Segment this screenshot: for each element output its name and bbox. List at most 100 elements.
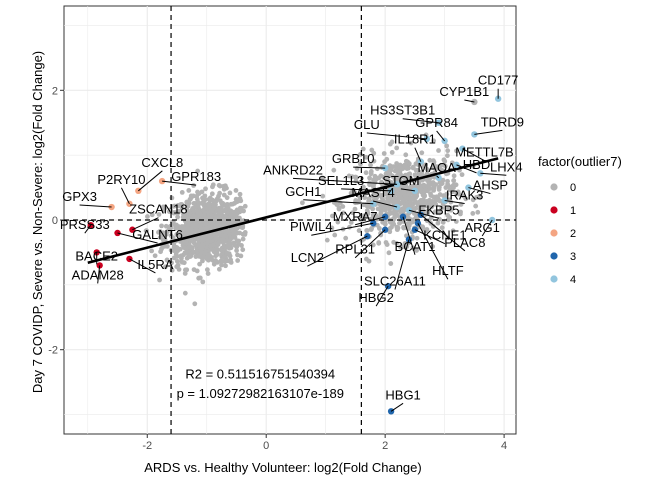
- point-group-0: [164, 243, 170, 249]
- regression-line: [87, 157, 499, 265]
- point-group-0: [193, 254, 199, 259]
- point-group-0: [366, 258, 372, 264]
- point-group-0: [397, 220, 402, 226]
- point-kcne1: [411, 226, 419, 233]
- point-group-0: [405, 221, 411, 226]
- point-group-0: [387, 163, 393, 169]
- label-arg1: ARG1: [465, 220, 500, 235]
- label-leader: [354, 229, 386, 259]
- point-group-0: [361, 184, 366, 190]
- label-leader: [464, 99, 475, 103]
- point-group-0: [415, 167, 421, 173]
- point-group-0: [164, 257, 170, 263]
- point-group-0: [240, 247, 246, 253]
- point-group-0: [156, 212, 162, 217]
- point-group-0: [222, 208, 228, 213]
- point-group-0: [240, 236, 246, 242]
- x-axis-title: ARDS vs. Healthy Volunteer: log2(Fold Ch…: [144, 460, 421, 475]
- point-group-0: [412, 172, 418, 178]
- point-group-0: [387, 226, 393, 231]
- point-group-0: [194, 268, 200, 274]
- point-group-0: [219, 200, 224, 206]
- point-group-0: [171, 210, 177, 216]
- point-group-0: [160, 204, 166, 210]
- label-lcn2: LCN2: [291, 250, 324, 265]
- point-group-0: [431, 188, 437, 193]
- point-group-0: [211, 205, 217, 211]
- label-leader: [341, 188, 392, 192]
- point-group-0: [360, 146, 366, 152]
- x-tick-label: 4: [501, 440, 507, 452]
- point-group-0: [386, 196, 391, 202]
- point-group-0: [182, 213, 188, 219]
- point-group-0: [213, 199, 219, 205]
- point-group-0: [235, 252, 240, 258]
- point-group-0: [205, 225, 211, 231]
- point-group-0: [402, 162, 408, 168]
- point-group-0: [162, 264, 168, 270]
- label-cyp1b1: CYP1B1: [439, 84, 489, 99]
- label-leader: [138, 170, 163, 192]
- label-hltf: HLTF: [432, 263, 464, 278]
- point-group-0: [210, 219, 216, 225]
- point-group-0: [350, 210, 356, 216]
- point-group-0: [395, 169, 400, 175]
- label-leader: [408, 209, 440, 219]
- point-group-0: [396, 199, 402, 205]
- point-group-0: [418, 169, 424, 175]
- label-clu: CLU: [354, 117, 380, 132]
- point-group-0: [377, 193, 383, 198]
- label-leader: [129, 258, 156, 274]
- point-group-0: [190, 193, 195, 199]
- point-group-0: [445, 148, 451, 154]
- label-leader: [117, 232, 158, 244]
- label-hbd: HBD: [463, 157, 490, 172]
- point-group-0: [203, 219, 209, 225]
- point-group-0: [362, 195, 368, 201]
- label-leader: [436, 175, 440, 179]
- point-group-0: [458, 211, 463, 217]
- point-group-0: [216, 266, 222, 272]
- point-group-0: [157, 277, 162, 283]
- point-group-0: [459, 172, 465, 178]
- label-gch1: GCH1: [285, 184, 321, 199]
- point-group-0: [368, 171, 374, 177]
- point-group-0: [217, 210, 222, 216]
- point-group-0: [450, 189, 455, 195]
- point-group-0: [233, 188, 239, 193]
- point-group-0: [470, 211, 476, 216]
- point-group-0: [373, 212, 379, 218]
- point-group-0: [440, 219, 446, 225]
- label-leader: [417, 223, 449, 280]
- label-adam28: ADAM28: [72, 267, 124, 282]
- point-group-0: [445, 235, 451, 241]
- point-group-0: [444, 143, 450, 149]
- point-group-0: [369, 193, 375, 199]
- point-group-0: [194, 193, 200, 199]
- point-group-0: [329, 225, 335, 231]
- point-group-0: [424, 202, 429, 208]
- point-group-0: [169, 195, 175, 201]
- y-tick-label: -2: [48, 345, 58, 357]
- label-hs3st3b1: HS3ST3B1: [370, 103, 435, 118]
- label-lhx4: LHX4: [490, 159, 523, 174]
- label-leader: [414, 229, 446, 245]
- point-group-0: [437, 198, 443, 204]
- label-leader: [97, 265, 101, 284]
- point-group-0: [456, 191, 462, 197]
- point-group-0: [436, 184, 442, 190]
- point-group-0: [369, 147, 375, 153]
- point-group-0: [336, 206, 342, 212]
- point-group-0: [192, 301, 198, 307]
- point-group-0: [324, 237, 330, 243]
- point-group-0: [391, 239, 397, 245]
- point-group-0: [420, 192, 426, 198]
- point-group-0: [451, 178, 457, 184]
- label-leader: [468, 187, 491, 195]
- label-leader: [311, 222, 374, 236]
- point-group-0: [171, 203, 177, 209]
- label-leader: [162, 180, 197, 186]
- point-group-0: [473, 203, 479, 209]
- point-group-0: [383, 240, 389, 245]
- point-group-0: [234, 244, 240, 250]
